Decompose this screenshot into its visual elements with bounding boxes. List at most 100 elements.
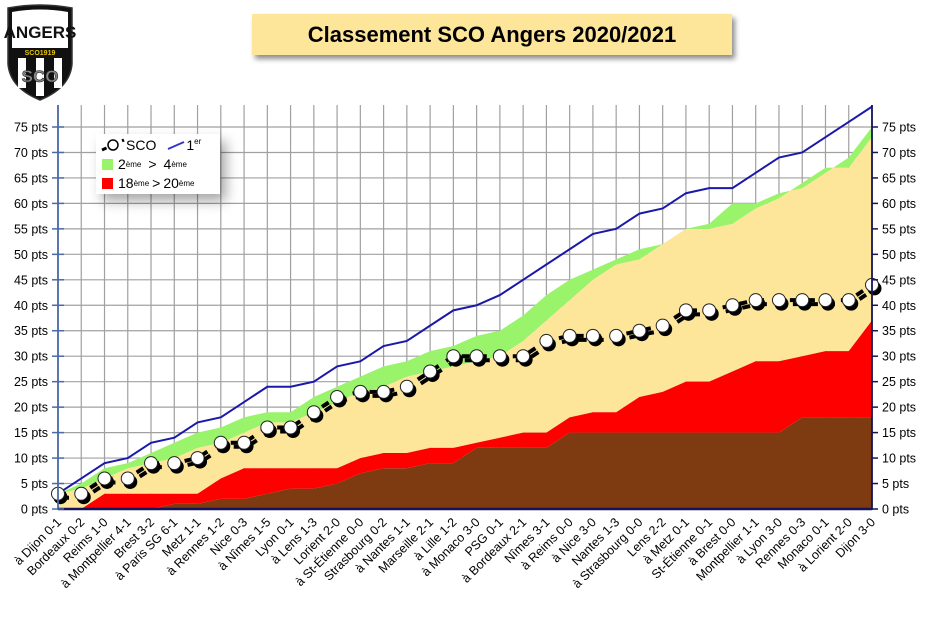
y-tick-label-right: 0 pts xyxy=(882,503,909,517)
sco-point xyxy=(167,456,182,471)
sco-point xyxy=(97,471,112,486)
sco-point xyxy=(353,384,368,399)
y-tick-label-left: 10 pts xyxy=(14,452,48,466)
logo-top-panel xyxy=(12,9,68,48)
sco-point xyxy=(376,384,391,399)
green-swatch-icon xyxy=(102,158,113,170)
y-tick-label-left: 25 pts xyxy=(14,375,48,389)
red-swatch-icon xyxy=(102,177,113,189)
sco-point xyxy=(469,349,484,364)
legend-red-sep: > xyxy=(152,175,161,191)
chart-title: Classement SCO Angers 2020/2021 xyxy=(307,21,677,47)
y-tick-labels-right: 0 pts 5 pts 10 pts 15 pts 20 pts 25 pts 30 pts… xyxy=(882,121,916,517)
y-tick-label-right: 40 pts xyxy=(882,299,916,313)
y-tick-label-left: 45 pts xyxy=(14,273,48,287)
y-tick-label-right: 60 pts xyxy=(882,197,916,211)
axes xyxy=(52,105,878,511)
area-below-20th xyxy=(58,417,872,509)
sco-point xyxy=(748,293,763,308)
sco-point xyxy=(74,486,89,501)
y-tick-label-right: 10 pts xyxy=(882,452,916,466)
y-tick-label-right: 55 pts xyxy=(882,222,916,236)
sco-point xyxy=(492,349,507,364)
sco-point xyxy=(330,389,345,404)
y-tick-label-left: 75 pts xyxy=(14,121,48,135)
sco-point xyxy=(678,303,693,318)
legend-item-sco: SCO 1er xyxy=(100,136,201,154)
logo-stripe xyxy=(54,58,62,88)
y-tick-label-right: 45 pts xyxy=(882,273,916,287)
sco-point xyxy=(725,298,740,313)
y-tick-label-right: 20 pts xyxy=(882,401,916,415)
y-tick-label-left: 65 pts xyxy=(14,171,48,185)
sco-point xyxy=(609,328,624,343)
legend-item-red: 18 ème > 20 ème xyxy=(102,174,194,192)
legend-red-to: 20 xyxy=(163,175,179,191)
legend-green-from: 2 xyxy=(118,156,126,172)
sco-point xyxy=(585,328,600,343)
line-sco xyxy=(58,283,874,496)
y-tick-label-left: 50 pts xyxy=(14,248,48,262)
sco-point xyxy=(516,349,531,364)
legend-item-green: 2 ème > 4 ème xyxy=(102,155,187,173)
y-tick-label-left: 5 pts xyxy=(21,477,48,491)
y-tick-label-right: 50 pts xyxy=(882,248,916,262)
y-tick-label-right: 70 pts xyxy=(882,146,916,160)
y-tick-label-left: 70 pts xyxy=(14,146,48,160)
y-tick-label-left: 30 pts xyxy=(14,350,48,364)
y-tick-label-right: 5 pts xyxy=(882,477,909,491)
logo-bottom-text: SCO xyxy=(22,67,59,86)
sco-point xyxy=(841,293,856,308)
sco-point xyxy=(818,293,833,308)
sco-point xyxy=(795,293,810,308)
y-tick-label-right: 25 pts xyxy=(882,375,916,389)
first-line-icon xyxy=(167,141,185,150)
lines xyxy=(51,105,882,505)
sco-point xyxy=(399,379,414,394)
sco-point xyxy=(423,364,438,379)
y-tick-label-left: 35 pts xyxy=(14,324,48,338)
sco-point xyxy=(283,420,298,435)
sco-point xyxy=(237,435,252,450)
sco-point xyxy=(632,323,647,338)
line-sco-shadow xyxy=(61,287,877,500)
legend-sco-label: SCO xyxy=(126,137,157,153)
sco-point xyxy=(213,435,228,450)
y-tick-label-right: 75 pts xyxy=(882,121,916,135)
sco-point xyxy=(260,420,275,435)
y-tick-label-left: 20 pts xyxy=(14,401,48,415)
chart-title-box: Classement SCO Angers 2020/2021 xyxy=(252,14,732,55)
sco-point xyxy=(655,318,670,333)
sco-point xyxy=(306,405,321,420)
angers-sco-logo: ANGERS SCO1919 SCO xyxy=(4,4,76,102)
logo-stripe xyxy=(18,58,26,88)
y-tick-label-right: 30 pts xyxy=(882,350,916,364)
y-tick-label-right: 15 pts xyxy=(882,426,916,440)
logo-band xyxy=(12,48,68,56)
y-tick-label-left: 55 pts xyxy=(14,222,48,236)
y-tick-label-right: 35 pts xyxy=(882,324,916,338)
y-tick-label-right: 65 pts xyxy=(882,171,916,185)
logo-band-text: SCO1919 xyxy=(25,50,56,57)
y-tick-label-left: 40 pts xyxy=(14,299,48,313)
y-tick-label-left: 60 pts xyxy=(14,197,48,211)
sco-marker-icon xyxy=(101,138,125,152)
sco-point xyxy=(539,333,554,348)
line-first-place xyxy=(57,105,873,495)
sco-point xyxy=(120,471,135,486)
sco-point xyxy=(702,303,717,318)
sco-point xyxy=(144,456,159,471)
logo-stripe xyxy=(36,58,44,96)
sco-point xyxy=(190,451,205,466)
y-tick-label-left: 15 pts xyxy=(14,426,48,440)
area-18th-20th xyxy=(58,320,872,509)
legend-green-to: 4 xyxy=(163,156,172,172)
sco-point xyxy=(446,349,461,364)
sco-point xyxy=(771,293,786,308)
sco-point xyxy=(562,328,577,343)
y-tick-label-left: 0 pts xyxy=(21,503,48,517)
logo-top-text: ANGERS xyxy=(4,23,76,42)
y-tick-labels-left: 0 pts 5 pts 10 pts 15 pts 20 pts 25 pts 30 pts… xyxy=(14,121,48,517)
